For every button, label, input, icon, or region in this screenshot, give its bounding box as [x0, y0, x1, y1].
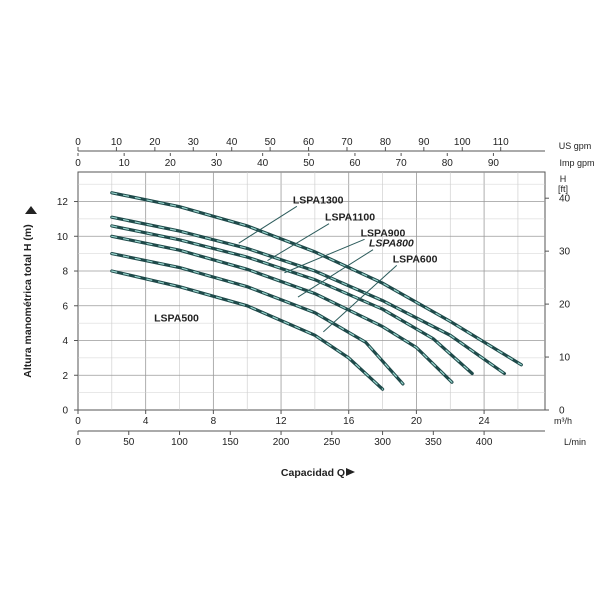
- y-tick-label-ft: 0: [559, 406, 565, 417]
- curve-label-leader: [284, 238, 365, 274]
- y-tick-label-m: 4: [62, 336, 68, 347]
- curve-label-lspa1100: LSPA1100: [325, 212, 375, 224]
- x-tick-label-m3h: 20: [411, 416, 423, 427]
- lpm-tick-label: 250: [323, 437, 340, 448]
- imp-gpm-tick-label: 60: [349, 158, 361, 169]
- curve-label-leader: [238, 205, 298, 244]
- y-right-unit-h: H: [560, 174, 567, 184]
- y-tick-label-m: 10: [57, 232, 69, 243]
- lpm-tick-label: 150: [222, 437, 239, 448]
- y-axis-arrow-icon: [25, 206, 37, 214]
- y-tick-label-m: 6: [62, 301, 68, 312]
- lpm-tick-label: 100: [171, 437, 188, 448]
- us-gpm-tick-label: 60: [303, 137, 315, 148]
- us-gpm-tick-label: 90: [418, 137, 430, 148]
- us-gpm-tick-label: 0: [75, 137, 81, 148]
- y-tick-label-m: 2: [62, 371, 68, 382]
- lpm-tick-label: 400: [476, 437, 493, 448]
- x-tick-label-m3h: 16: [343, 416, 355, 427]
- curve-highlight-lspa600: [111, 253, 404, 385]
- x-tick-label-m3h: 4: [143, 416, 149, 427]
- imp-gpm-tick-label: 10: [119, 158, 131, 169]
- curve-highlight-lspa800: [111, 235, 453, 383]
- x-tick-label-m3h: 12: [275, 416, 287, 427]
- imp-gpm-tick-label: 20: [165, 158, 177, 169]
- us-gpm-tick-label: 10: [111, 137, 123, 148]
- us-gpm-tick-label: 110: [493, 137, 509, 148]
- us-gpm-tick-label: 40: [226, 137, 238, 148]
- curve-label-lspa800: LSPA800: [369, 238, 414, 250]
- lpm-tick-label: 200: [273, 437, 290, 448]
- curve-label-lspa500: LSPA500: [154, 312, 199, 324]
- lpm-tick-label: 50: [123, 437, 135, 448]
- curve-label-leader: [297, 249, 374, 298]
- curve-label-lspa900: LSPA900: [361, 227, 406, 239]
- y-axis-title: Altura manométrica total H (m): [22, 224, 34, 377]
- y-tick-label-ft: 20: [559, 300, 571, 311]
- y-right-unit-ft: [ft]: [558, 184, 568, 194]
- y-tick-label-m: 0: [62, 406, 68, 417]
- x-tick-label-m3h: 0: [75, 416, 81, 427]
- lpm-tick-label: 300: [374, 437, 391, 448]
- x-axis-arrow-icon: [346, 468, 355, 476]
- curve-lspa500: [110, 269, 385, 391]
- lpm-unit: L/min: [564, 437, 586, 447]
- y-tick-label-ft: 40: [559, 194, 571, 205]
- y-tick-label-m: 8: [62, 267, 68, 278]
- curve-label-leader: [323, 264, 398, 333]
- y-tick-label-ft: 30: [559, 247, 571, 258]
- lpm-tick-label: 0: [75, 437, 81, 448]
- imp-gpm-tick-label: 0: [75, 158, 81, 169]
- us-gpm-tick-label: 70: [341, 137, 353, 148]
- curve-label-lspa1300: LSPA1300: [293, 194, 344, 206]
- lpm-tick-label: 350: [425, 437, 442, 448]
- x-unit-m3h: m³/h: [554, 416, 572, 426]
- imp-gpm-tick-label: 30: [211, 158, 223, 169]
- us-gpm-tick-label: 50: [265, 137, 277, 148]
- us-gpm-unit: US gpm: [559, 141, 592, 151]
- y-tick-label-ft: 10: [559, 353, 571, 364]
- plot-frame: [77, 171, 546, 411]
- imp-gpm-tick-label: 80: [442, 158, 454, 169]
- curve-highlight-lspa1300: [111, 192, 522, 366]
- x-axis-title: Capacidad Q: [281, 467, 345, 479]
- x-tick-label-m3h: 24: [479, 416, 491, 427]
- y-tick-label-m: 12: [57, 197, 69, 208]
- curve-lspa900: [110, 224, 474, 376]
- imp-gpm-unit: Imp gpm: [559, 158, 594, 168]
- curve-label-leader: [267, 223, 330, 262]
- us-gpm-tick-label: 30: [188, 137, 200, 148]
- imp-gpm-tick-label: 40: [257, 158, 269, 169]
- imp-gpm-tick-label: 50: [303, 158, 315, 169]
- imp-gpm-tick-label: 90: [488, 158, 500, 169]
- curve-highlight-lspa1100: [111, 216, 505, 375]
- us-gpm-tick-label: 80: [380, 137, 392, 148]
- us-gpm-tick-label: 20: [149, 137, 161, 148]
- us-gpm-tick-label: 100: [454, 137, 471, 148]
- imp-gpm-tick-label: 70: [396, 158, 408, 169]
- curve-label-lspa600: LSPA600: [393, 253, 438, 265]
- x-tick-label-m3h: 8: [211, 416, 217, 427]
